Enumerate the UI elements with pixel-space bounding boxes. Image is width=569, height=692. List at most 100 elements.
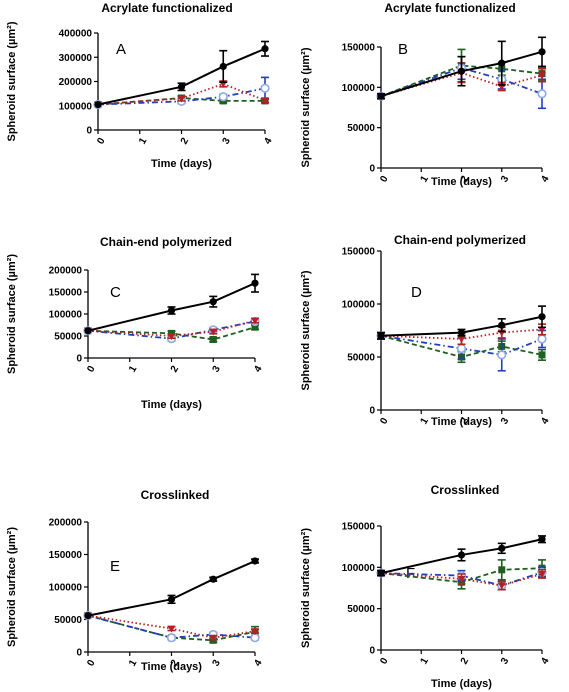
y-tick-label: 0 xyxy=(76,354,82,365)
panel-e: Crosslinked E 0 50000 100000 150000 200000 0 1 2 3… xyxy=(6,488,265,673)
series-dotted-red-triangle xyxy=(84,317,259,340)
chart-title: Acrylate functionalized xyxy=(101,1,232,15)
y-tick-label: 0 xyxy=(369,646,375,657)
x-tick-label: 2 xyxy=(179,136,192,147)
panel-letter: E xyxy=(110,558,120,575)
data-point xyxy=(219,62,227,71)
data-point xyxy=(538,313,546,321)
data-point xyxy=(498,59,506,67)
y-tick-label: 0 xyxy=(76,648,82,659)
data-point xyxy=(538,326,546,334)
panel-letter: D xyxy=(411,284,422,301)
x-tick-label: 0 xyxy=(95,136,108,147)
data-point xyxy=(457,67,466,75)
x-axis-label: Time (days) xyxy=(431,678,492,690)
data-point xyxy=(377,92,385,100)
data-point xyxy=(166,633,177,643)
data-point xyxy=(167,595,176,603)
data-point xyxy=(377,332,385,340)
data-point xyxy=(537,334,547,344)
series-line xyxy=(87,614,256,639)
y-axis-label: Spheroid surface (µm²) xyxy=(300,270,312,390)
y-tick-label: 150000 xyxy=(342,522,376,533)
x-axis-label: Time (days) xyxy=(151,158,212,170)
x-axis-label: Time (days) xyxy=(431,176,492,188)
y-tick-label: 200000 xyxy=(59,77,93,88)
series-line xyxy=(380,315,543,337)
x-axis-label: Time (days) xyxy=(431,416,492,428)
y-tick-label: 150000 xyxy=(49,288,83,299)
data-point xyxy=(167,333,176,340)
x-tick-label: 4 xyxy=(539,174,552,185)
x-tick-label: 3 xyxy=(221,136,234,147)
series-line xyxy=(97,87,266,106)
data-point xyxy=(538,72,546,80)
x-tick-label: 0 xyxy=(85,364,98,375)
x-tick-label: 1 xyxy=(419,656,432,667)
data-point xyxy=(497,582,506,590)
y-axis-label: Spheroid surface (µm²) xyxy=(6,21,18,141)
x-tick-label: 2 xyxy=(459,174,472,185)
series-solid-black-circle xyxy=(377,535,546,577)
data-point xyxy=(94,100,102,109)
data-point xyxy=(209,575,217,583)
series-line xyxy=(97,47,266,106)
panel-b: Acrylate functionalized B 0 50000 100000 1500… xyxy=(300,1,552,188)
panel-letter: C xyxy=(110,284,121,301)
y-tick-label: 100000 xyxy=(49,310,83,321)
y-axis-label: Spheroid surface (µm²) xyxy=(300,47,312,167)
data-point xyxy=(84,327,92,335)
y-tick-label: 100000 xyxy=(342,83,376,94)
x-tick-label: 0 xyxy=(378,656,391,667)
x-tick-label: 0 xyxy=(378,174,391,185)
series-line xyxy=(380,334,543,358)
data-point xyxy=(167,625,176,633)
series-line xyxy=(380,334,543,356)
y-tick-label: 50000 xyxy=(54,332,82,343)
data-point xyxy=(377,569,385,577)
data-point xyxy=(457,575,466,583)
y-tick-label: 400000 xyxy=(59,29,93,40)
x-tick-label: 4 xyxy=(252,364,265,375)
series-dashdot-blue-open-circle xyxy=(93,76,270,110)
chart-title: Chain-end polymerized xyxy=(394,233,526,247)
series-line xyxy=(87,282,256,332)
x-tick-label: 4 xyxy=(539,656,552,667)
y-tick-label: 50000 xyxy=(347,123,375,134)
series-line xyxy=(380,572,543,587)
data-point xyxy=(497,350,507,360)
data-point xyxy=(537,89,547,99)
series-line xyxy=(380,328,543,340)
panel-d: Chain-end polymerized D 0 50000 100000 150000… xyxy=(300,233,552,428)
data-point xyxy=(261,97,269,105)
y-tick-label: 50000 xyxy=(347,353,375,364)
x-tick-label: 1 xyxy=(137,136,150,147)
data-point xyxy=(260,83,270,93)
x-tick-label: 2 xyxy=(459,656,472,667)
data-point xyxy=(538,48,546,56)
x-tick-label: 0 xyxy=(378,416,391,427)
x-axis-label: Time (days) xyxy=(141,661,202,673)
series-solid-black-circle xyxy=(84,273,259,335)
chart-title: Acrylate functionalized xyxy=(384,1,515,15)
x-tick-label: 1 xyxy=(127,658,140,669)
series-line xyxy=(87,614,256,639)
data-point xyxy=(251,557,259,565)
series-solid-black-circle xyxy=(84,557,259,620)
data-point xyxy=(538,535,546,543)
data-point xyxy=(457,551,466,559)
data-point xyxy=(218,92,228,102)
series-line xyxy=(87,326,256,341)
y-tick-label: 0 xyxy=(86,126,92,137)
series-line xyxy=(380,50,543,98)
series-line xyxy=(380,71,543,98)
data-point xyxy=(457,329,466,337)
data-point xyxy=(84,612,92,620)
x-tick-label: 3 xyxy=(211,658,224,669)
x-tick-label: 4 xyxy=(539,416,552,427)
x-tick-label: 1 xyxy=(127,364,140,375)
data-point xyxy=(457,335,466,343)
series-line xyxy=(380,67,543,98)
x-tick-label: 0 xyxy=(85,658,98,669)
